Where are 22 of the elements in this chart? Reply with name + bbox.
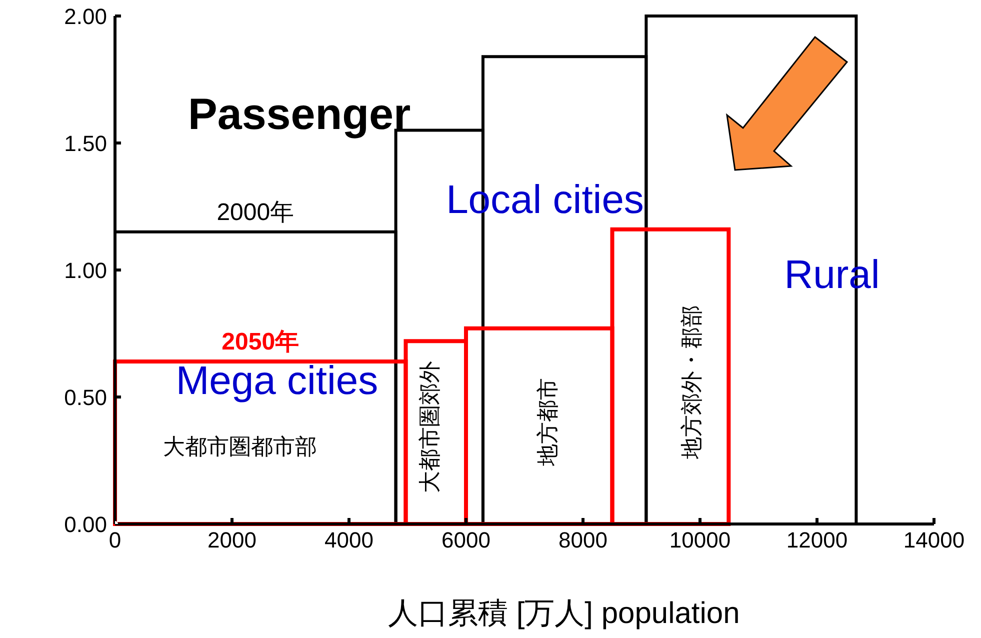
x-tick-label: 4000 [324,528,374,553]
annotation: 地方郊外・郡部 [679,305,704,459]
text: Passenger [188,90,411,140]
x-tick-label: 6000 [442,528,490,553]
series-label: 2000年 [216,198,294,226]
x-tick-label: 0 [108,528,122,553]
x-tick-label: 12000 [786,528,848,553]
x-tick-label: 14000 [903,528,965,553]
annotation: 地方都市 [535,378,560,466]
x-tick-label: 8000 [558,528,608,553]
y-tick-label: 2.00 [64,4,107,29]
x-axis-title: 人口累積 [万人] population [388,596,740,632]
x-tick-label: 10000 [669,528,731,553]
x-tick-label: 2000 [208,528,256,553]
y-tick-label: 0.00 [64,512,107,537]
y-tick-label: 1.00 [64,258,107,283]
y-tick-label: 1.50 [64,130,107,156]
series-label: 2050年 [222,328,300,356]
annotation: 大都市圏都市部 [163,434,317,459]
annotation: 大都市圏郊外 [417,361,442,493]
annotation: Mega cities [176,359,378,403]
y-tick-label: 0.50 [64,384,107,410]
